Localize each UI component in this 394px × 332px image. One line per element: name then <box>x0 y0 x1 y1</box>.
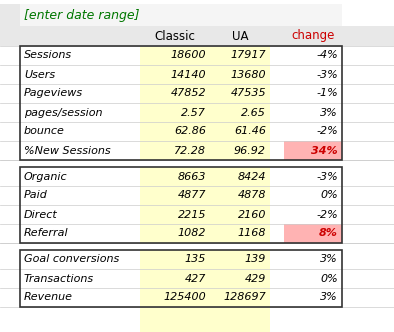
Text: -1%: -1% <box>316 89 338 99</box>
Text: 3%: 3% <box>320 292 338 302</box>
Text: 17917: 17917 <box>230 50 266 60</box>
Text: Revenue: Revenue <box>24 292 73 302</box>
Text: 0%: 0% <box>320 191 338 201</box>
Text: Organic: Organic <box>24 172 68 182</box>
Bar <box>140 65 270 84</box>
Bar <box>140 103 270 122</box>
Bar <box>20 46 342 160</box>
Text: 2215: 2215 <box>178 209 206 219</box>
Bar <box>0 46 394 65</box>
Bar <box>140 205 270 224</box>
Text: Classic: Classic <box>154 30 195 42</box>
Bar <box>0 141 394 160</box>
Bar <box>0 186 394 205</box>
Text: [enter date range]: [enter date range] <box>24 9 139 22</box>
Text: 135: 135 <box>185 255 206 265</box>
Bar <box>140 141 270 160</box>
Text: Goal conversions: Goal conversions <box>24 255 119 265</box>
Text: 3%: 3% <box>320 108 338 118</box>
Text: 1082: 1082 <box>178 228 206 238</box>
Bar <box>140 288 270 307</box>
Bar <box>0 250 394 269</box>
Bar <box>140 269 270 288</box>
Text: 3%: 3% <box>320 255 338 265</box>
Text: 8424: 8424 <box>238 172 266 182</box>
Bar <box>140 250 270 269</box>
Text: 427: 427 <box>185 274 206 284</box>
Text: 47535: 47535 <box>230 89 266 99</box>
Bar <box>0 122 394 141</box>
Text: 13680: 13680 <box>230 69 266 79</box>
Text: 18600: 18600 <box>170 50 206 60</box>
Bar <box>0 243 394 250</box>
Text: pages/session: pages/session <box>24 108 102 118</box>
Bar <box>0 103 394 122</box>
Text: 61.46: 61.46 <box>234 126 266 136</box>
Text: -2%: -2% <box>316 126 338 136</box>
Text: Users: Users <box>24 69 55 79</box>
Text: 8663: 8663 <box>178 172 206 182</box>
Text: Referral: Referral <box>24 228 69 238</box>
Text: 72.28: 72.28 <box>174 145 206 155</box>
Text: -3%: -3% <box>316 69 338 79</box>
Text: 34%: 34% <box>311 145 338 155</box>
Text: Direct: Direct <box>24 209 58 219</box>
Text: UA: UA <box>232 30 248 42</box>
Text: 429: 429 <box>245 274 266 284</box>
Bar <box>0 224 394 243</box>
Bar <box>140 167 270 186</box>
Text: 2160: 2160 <box>238 209 266 219</box>
Text: 4877: 4877 <box>178 191 206 201</box>
Bar <box>0 167 394 186</box>
Bar <box>140 224 270 243</box>
Text: 47852: 47852 <box>170 89 206 99</box>
Text: 62.86: 62.86 <box>174 126 206 136</box>
Bar <box>0 26 394 46</box>
Text: 0%: 0% <box>320 274 338 284</box>
Text: Pageviews: Pageviews <box>24 89 83 99</box>
Bar <box>140 122 270 141</box>
Text: 139: 139 <box>245 255 266 265</box>
Bar <box>20 167 342 243</box>
Text: 1168: 1168 <box>238 228 266 238</box>
Text: -4%: -4% <box>316 50 338 60</box>
Text: Paid: Paid <box>24 191 48 201</box>
Text: change: change <box>291 30 335 42</box>
Text: 125400: 125400 <box>163 292 206 302</box>
Bar <box>0 84 394 103</box>
Text: -3%: -3% <box>316 172 338 182</box>
Text: 128697: 128697 <box>223 292 266 302</box>
Bar <box>284 141 342 160</box>
Text: %New Sessions: %New Sessions <box>24 145 111 155</box>
Text: 8%: 8% <box>319 228 338 238</box>
Bar <box>140 307 270 332</box>
Bar <box>0 288 394 307</box>
Text: 14140: 14140 <box>170 69 206 79</box>
Text: 4878: 4878 <box>238 191 266 201</box>
Text: Sessions: Sessions <box>24 50 72 60</box>
Text: 96.92: 96.92 <box>234 145 266 155</box>
Text: Transactions: Transactions <box>24 274 94 284</box>
Bar <box>140 46 270 65</box>
Text: 2.57: 2.57 <box>181 108 206 118</box>
Bar <box>0 65 394 84</box>
Bar <box>140 84 270 103</box>
Bar <box>0 160 394 167</box>
Bar <box>0 4 20 26</box>
Bar <box>284 224 342 243</box>
Text: -2%: -2% <box>316 209 338 219</box>
Bar <box>20 250 342 307</box>
Text: 2.65: 2.65 <box>241 108 266 118</box>
Bar <box>140 186 270 205</box>
Text: bounce: bounce <box>24 126 65 136</box>
Bar <box>20 4 342 26</box>
Bar <box>0 205 394 224</box>
Bar <box>0 269 394 288</box>
